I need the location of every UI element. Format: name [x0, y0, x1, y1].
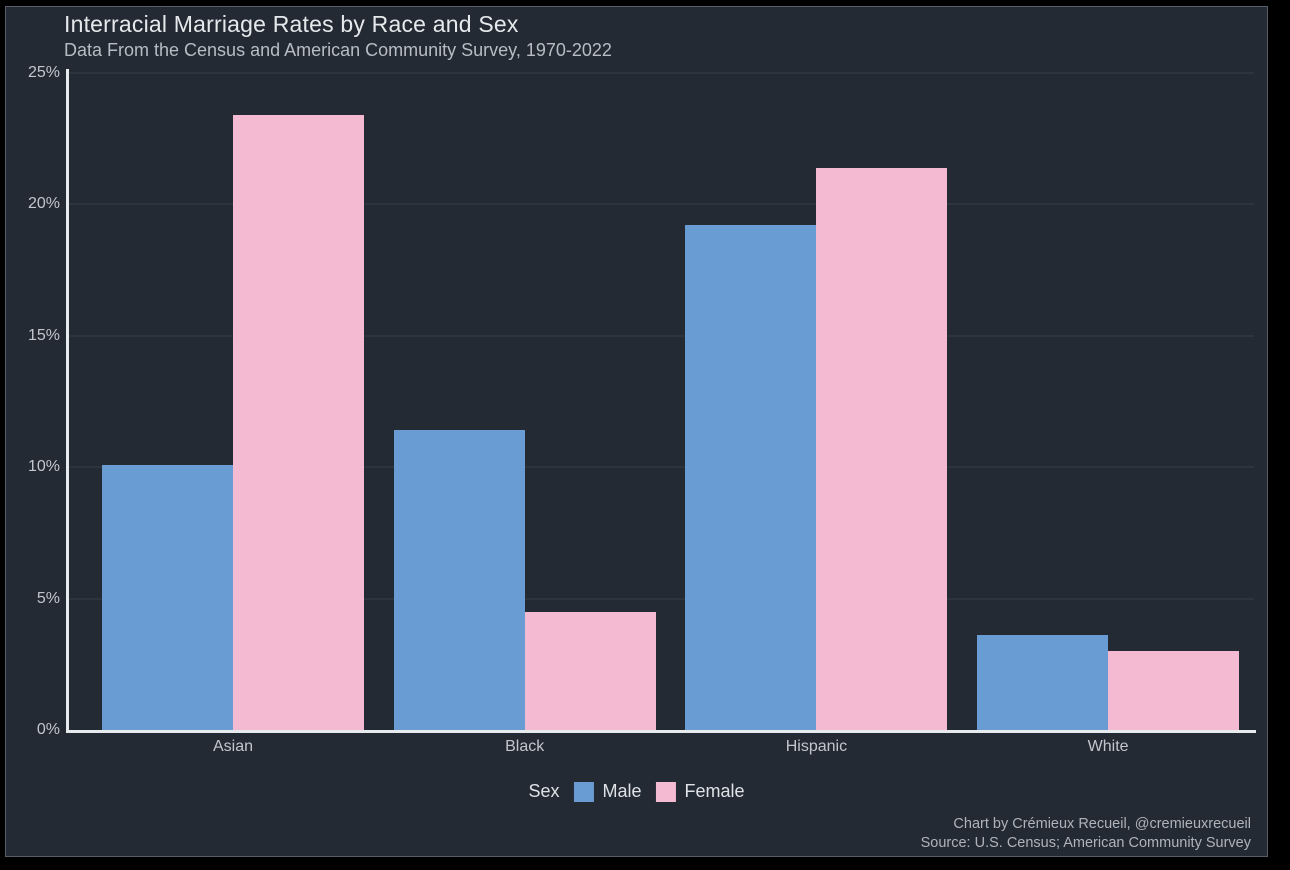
bar-white-female [1108, 651, 1240, 730]
legend-item-male: Male [573, 781, 642, 802]
legend-label-female: Female [684, 781, 745, 801]
y-tick-label-25: 25% [27, 64, 60, 81]
x-axis-line [66, 730, 1256, 733]
y-axis-line [66, 69, 69, 733]
legend-label-male: Male [602, 781, 642, 801]
chart-title: Interracial Marriage Rates by Race and S… [64, 11, 519, 37]
gridline-25 [68, 72, 1254, 74]
x-tick-label-asian: Asian [212, 738, 254, 755]
y-tick-label-20: 20% [27, 195, 60, 213]
legend-title: Sex [528, 781, 560, 801]
bar-hispanic-female [816, 167, 948, 730]
y-tick-label-0: 0% [36, 721, 60, 738]
chart-canvas: Interracial Marriage Rates by Race and S… [5, 6, 1268, 857]
bar-white-male [977, 635, 1109, 730]
legend: Sex Male Female [528, 781, 745, 802]
x-tick-label-hispanic: Hispanic [785, 738, 848, 755]
bar-black-female [524, 611, 656, 730]
gridline-20 [68, 203, 1254, 206]
x-tick-label-black: Black [505, 738, 545, 755]
y-tick-label-15: 15% [27, 326, 60, 344]
legend-swatch-male [573, 781, 594, 802]
bar-hispanic-male [685, 225, 817, 730]
gridline-10 [68, 466, 1254, 469]
bar-asian-female [233, 115, 364, 730]
caption-credit: Chart by Crémieux Recueil, @cremieuxrecu… [953, 816, 1251, 832]
plot-area [68, 72, 1254, 730]
chart-subtitle: Data From the Census and American Commun… [64, 40, 612, 60]
legend-item-female: Female [655, 781, 745, 802]
x-tick-label-white: White [1087, 738, 1129, 755]
bar-asian-male [102, 464, 233, 730]
caption-source: Source: U.S. Census; American Community … [920, 835, 1251, 851]
y-tick-label-5: 5% [36, 589, 60, 607]
caption-block: Chart by Crémieux Recueil, @cremieuxrecu… [921, 815, 1251, 853]
legend-swatch-female [655, 781, 676, 802]
gridline-5 [68, 597, 1254, 600]
y-tick-label-10: 10% [27, 458, 60, 476]
gridline-15 [68, 334, 1254, 337]
bar-black-male [393, 430, 525, 730]
